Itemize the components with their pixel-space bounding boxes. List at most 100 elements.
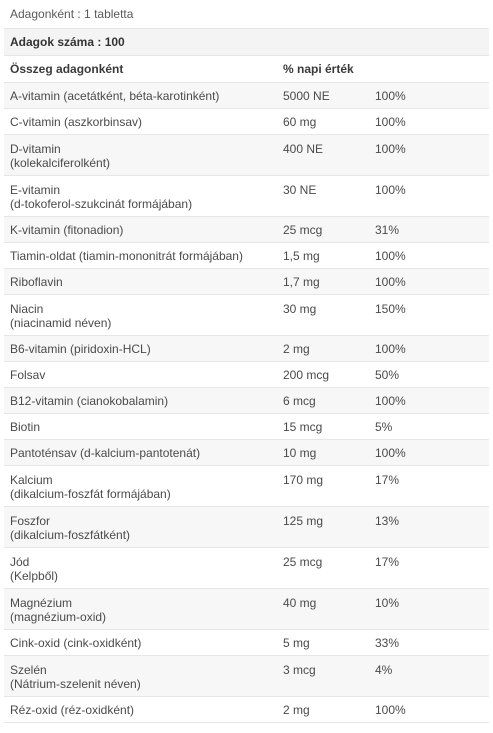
nutrient-name: B6-vitamin (piridoxin-HCL)	[10, 342, 151, 356]
nutrient-form: (kolekalciferolként)	[10, 156, 111, 170]
nutrient-name: D-vitamin	[10, 142, 61, 156]
nutrient-daily-value: 100%	[375, 394, 406, 408]
nutrient-amount: 170 mg	[283, 473, 324, 487]
table-row: Magnézium (magnézium-oxid) 40 mg 10%	[4, 589, 489, 630]
nutrient-daily-value: 4%	[375, 663, 393, 677]
table-row: Folsav 200 mcg 50%	[4, 362, 489, 388]
nutrient-amount: 25 mcg	[283, 223, 323, 237]
nutrient-name-cell: Pantoténsav (d-kalcium-pantotenát)	[4, 440, 283, 465]
nutrient-daily-value: 100%	[375, 115, 406, 129]
nutrient-daily-value: 100%	[375, 89, 406, 103]
nutrient-amount: 60 mg	[283, 115, 317, 129]
nutrient-daily-value: 150%	[375, 302, 406, 316]
nutrient-name: Foszfor	[10, 514, 51, 528]
nutrient-name-cell: Jód (Kelpből)	[4, 548, 283, 588]
nutrient-name: Kalcium	[10, 473, 53, 487]
nutrient-name: Jód	[10, 555, 30, 569]
nutrient-daily-value: 100%	[375, 703, 406, 717]
table-row: Szelén (Nátrium-szelenit néven) 3 mcg 4%	[4, 656, 489, 697]
nutrient-name-cell: B6-vitamin (piridoxin-HCL)	[4, 336, 283, 361]
nutrient-form: (magnézium-oxid)	[10, 610, 107, 624]
table-row: B6-vitamin (piridoxin-HCL) 2 mg 100%	[4, 336, 489, 362]
table-row: Biotin 15 mcg 5%	[4, 414, 489, 440]
nutrient-name: Folsav	[10, 368, 46, 382]
nutrient-daily-value: 100%	[375, 342, 406, 356]
nutrient-form: (dikalcium-foszfát formájában)	[10, 487, 171, 501]
header-amount: Összeg adagonként	[10, 62, 124, 76]
nutrient-name: B12-vitamin (cianokobalamin)	[10, 394, 169, 408]
nutrient-amount: 6 mcg	[283, 394, 316, 408]
nutrient-daily-value: 100%	[375, 183, 406, 197]
nutrient-name-cell: K-vitamin (fitonadion)	[4, 217, 283, 242]
nutrient-name: C-vitamin (aszkorbinsav)	[10, 115, 143, 129]
table-row: Cink-oxid (cink-oxidként) 5 mg 33%	[4, 630, 489, 656]
table-row: C-vitamin (aszkorbinsav) 60 mg 100%	[4, 109, 489, 135]
nutrient-amount: 2 mg	[283, 703, 310, 717]
nutrient-name-cell: Biotin	[4, 414, 283, 439]
nutrient-name-cell: Riboflavin	[4, 269, 283, 294]
nutrient-amount: 125 mg	[283, 514, 324, 528]
nutrient-amount: 30 NE	[283, 183, 317, 197]
nutrient-daily-value: 100%	[375, 275, 406, 289]
table-row: B12-vitamin (cianokobalamin) 6 mcg 100%	[4, 388, 489, 414]
nutrient-form: (dikalcium-foszfátként)	[10, 528, 131, 542]
table-row: Réz-oxid (réz-oxidként) 2 mg 100%	[4, 697, 489, 723]
nutrient-daily-value: 50%	[375, 368, 400, 382]
nutrient-name: A-vitamin (acetátként, béta-karotinként)	[10, 89, 220, 103]
nutrient-name-cell: Foszfor (dikalcium-foszfátként)	[4, 507, 283, 547]
nutrient-name: Cink-oxid (cink-oxidként)	[10, 636, 142, 650]
table-row: Niacin (niacinamid néven) 30 mg 150%	[4, 295, 489, 336]
nutrient-name: Biotin	[10, 420, 41, 434]
nutrient-name-cell: Folsav	[4, 362, 283, 387]
nutrient-amount: 25 mcg	[283, 555, 323, 569]
header-empty	[375, 56, 489, 82]
nutrient-amount: 1,5 mg	[283, 249, 320, 263]
nutrient-daily-value: 10%	[375, 596, 400, 610]
nutrient-name: Szelén	[10, 663, 47, 677]
servings-count: Adagok száma : 100	[4, 29, 489, 56]
serving-size: Adagonként : 1 tabletta	[4, 0, 489, 29]
nutrient-daily-value: 5%	[375, 420, 393, 434]
supplement-facts-table: Adagonként : 1 tabletta Adagok száma : 1…	[4, 0, 489, 723]
nutrient-name: Niacin	[10, 302, 44, 316]
nutrient-daily-value: 17%	[375, 555, 400, 569]
nutrient-amount: 1,7 mg	[283, 275, 320, 289]
header-dv: % napi érték	[283, 62, 354, 76]
table-row: Pantoténsav (d-kalcium-pantotenát) 10 mg 1…	[4, 440, 489, 466]
nutrient-name: Réz-oxid (réz-oxidként)	[10, 703, 135, 717]
nutrient-name-cell: E-vitamin (d-tokoferol-szukcinát formájáb…	[4, 176, 283, 216]
nutrient-amount: 5 mg	[283, 636, 310, 650]
nutrient-daily-value: 17%	[375, 473, 400, 487]
nutrient-amount: 2 mg	[283, 342, 310, 356]
table-row: Kalcium (dikalcium-foszfát formájában) 170…	[4, 466, 489, 507]
nutrient-amount: 10 mg	[283, 446, 317, 460]
nutrient-amount: 3 mcg	[283, 663, 316, 677]
nutrient-name-cell: Szelén (Nátrium-szelenit néven)	[4, 656, 283, 696]
table-row: E-vitamin (d-tokoferol-szukcinát formájáb…	[4, 176, 489, 217]
nutrient-name: Magnézium	[10, 596, 73, 610]
nutrient-amount: 5000 NE	[283, 89, 330, 103]
table-body: A-vitamin (acetátként, béta-karotinként)…	[4, 83, 489, 723]
table-row: Tiamin-oldat (tiamin-mononitrát formájáb…	[4, 243, 489, 269]
nutrient-name-cell: Niacin (niacinamid néven)	[4, 295, 283, 335]
nutrient-name: Riboflavin	[10, 275, 63, 289]
nutrient-name: Tiamin-oldat (tiamin-mononitrát formájáb…	[10, 249, 243, 263]
nutrient-amount: 15 mcg	[283, 420, 323, 434]
nutrient-name-cell: C-vitamin (aszkorbinsav)	[4, 109, 283, 134]
table-row: D-vitamin (kolekalciferolként) 400 NE 100%	[4, 135, 489, 176]
table-row: K-vitamin (fitonadion) 25 mcg 31%	[4, 217, 489, 243]
nutrient-daily-value: 31%	[375, 223, 400, 237]
nutrient-name-cell: D-vitamin (kolekalciferolként)	[4, 135, 283, 175]
nutrient-daily-value: 33%	[375, 636, 400, 650]
nutrient-name-cell: B12-vitamin (cianokobalamin)	[4, 388, 283, 413]
table-row: Jód (Kelpből) 25 mcg 17%	[4, 548, 489, 589]
nutrient-amount: 400 NE	[283, 142, 324, 156]
nutrient-daily-value: 100%	[375, 446, 406, 460]
nutrient-amount: 40 mg	[283, 596, 317, 610]
nutrient-name-cell: Kalcium (dikalcium-foszfát formájában)	[4, 466, 283, 506]
table-row: A-vitamin (acetátként, béta-karotinként)…	[4, 83, 489, 109]
table-row: Riboflavin 1,7 mg 100%	[4, 269, 489, 295]
table-header: Összeg adagonként % napi érték	[4, 56, 489, 83]
nutrient-name: K-vitamin (fitonadion)	[10, 223, 124, 237]
nutrient-name-cell: Tiamin-oldat (tiamin-mononitrát formájáb…	[4, 243, 283, 268]
